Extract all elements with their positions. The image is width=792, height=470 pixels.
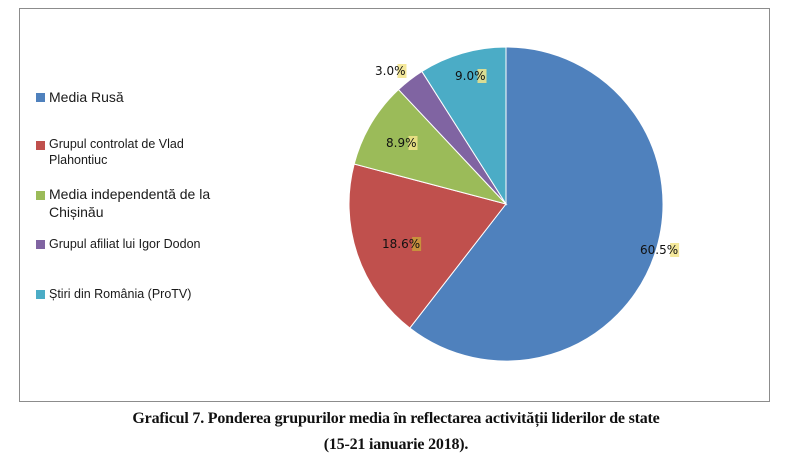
legend-item-plahontiuc: Grupul controlat de Vlad Plahontiuc xyxy=(36,137,239,168)
legend-swatch xyxy=(36,141,45,150)
legend-label: Media Rusă xyxy=(49,89,124,105)
percent-highlight xyxy=(397,64,407,78)
percent-highlight xyxy=(412,237,422,251)
data-label-text: 3.0% xyxy=(375,64,406,78)
data-label-text: 8.9% xyxy=(386,136,417,150)
pie-slice-media-rusa xyxy=(409,46,664,362)
data-label-protv: 9.0% xyxy=(455,69,487,83)
percent-highlight xyxy=(408,136,418,150)
previous-text-fragment xyxy=(0,0,792,6)
data-label-text: 9.0% xyxy=(455,69,486,83)
pie-slice-protv xyxy=(421,46,507,206)
pie-chart: 60.5% 18.6% 8.9% 3.0% 9.0% xyxy=(348,46,680,362)
legend-label: Grupul afiliat lui Igor Dodon xyxy=(49,237,201,251)
legend-label: Știri din România (ProTV) xyxy=(49,287,192,301)
figure-caption-line-2: (15-21 ianuarie 2018). xyxy=(323,436,469,453)
chart-frame: Media Rusă Grupul controlat de Vlad Plah… xyxy=(19,8,770,402)
legend-item-media-rusa: Media Rusă xyxy=(36,89,229,107)
legend-item-protv: Știri din România (ProTV) xyxy=(36,287,279,303)
legend-swatch xyxy=(36,191,45,200)
legend-item-dodon: Grupul afiliat lui Igor Dodon xyxy=(36,237,279,253)
legend-label: Media independentă de la Chișinău xyxy=(49,186,211,220)
pie-slice-media-independenta xyxy=(353,88,508,205)
figure-caption-line-1: Graficul 7. Ponderea grupurilor media în… xyxy=(132,410,660,427)
legend-swatch xyxy=(36,240,45,249)
data-label-plahontiuc: 18.6% xyxy=(382,237,422,251)
legend-swatch xyxy=(36,290,45,299)
data-label-media-independenta: 8.9% xyxy=(386,136,418,150)
data-label-dodon: 3.0% xyxy=(375,64,407,78)
legend-item-media-independenta: Media independentă de la Chișinău xyxy=(36,186,264,221)
percent-highlight xyxy=(477,69,487,83)
data-label-text: 60.5% xyxy=(640,243,678,257)
percent-highlight xyxy=(670,243,680,257)
data-label-text: 18.6% xyxy=(382,237,420,251)
legend-swatch xyxy=(36,93,45,102)
chart-legend: Media Rusă Grupul controlat de Vlad Plah… xyxy=(20,9,340,399)
data-label-media-rusa: 60.5% xyxy=(640,243,680,257)
legend-label: Grupul controlat de Vlad Plahontiuc xyxy=(49,137,184,167)
pie-slice-plahontiuc xyxy=(348,163,507,329)
